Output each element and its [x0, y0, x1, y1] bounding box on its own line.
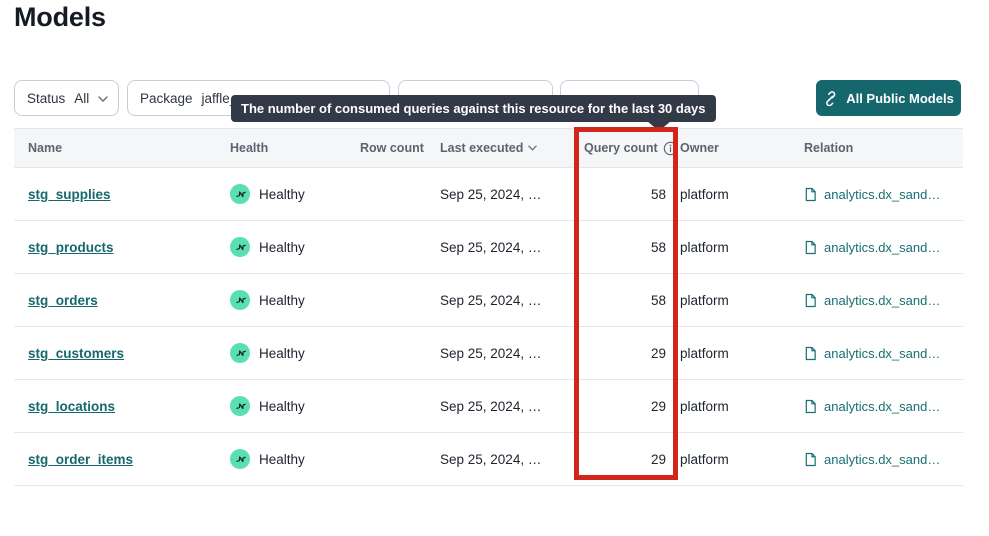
column-header-health: Health [230, 141, 269, 155]
relation-link[interactable]: analytics.dx_sand… [824, 345, 941, 361]
info-icon[interactable] [663, 141, 678, 156]
column-header-relation: Relation [804, 141, 854, 155]
table-row: stg_products Healthy Sep 25, 2024, … 58 … [14, 221, 963, 274]
document-icon [805, 240, 816, 254]
last-executed-value: Sep 25, 2024, … [440, 398, 542, 414]
health-status-label: Healthy [259, 451, 305, 467]
last-executed-value: Sep 25, 2024, … [440, 451, 542, 467]
relation-link[interactable]: analytics.dx_sand… [824, 239, 941, 255]
table-row: stg_order_items Healthy Sep 25, 2024, … … [14, 433, 963, 486]
model-link[interactable]: stg_orders [28, 292, 98, 308]
status-filter-label: Status [27, 90, 66, 106]
health-status-label: Healthy [259, 186, 305, 202]
owner-value: platform [680, 398, 729, 414]
last-executed-value: Sep 25, 2024, … [440, 292, 542, 308]
document-icon [805, 399, 816, 413]
health-pulse-icon [230, 290, 250, 310]
models-table: Name Health Row count Last executed Quer… [14, 128, 963, 486]
status-filter-dropdown[interactable]: Status All [14, 80, 119, 116]
health-pulse-icon [230, 449, 250, 469]
table-row: stg_orders Healthy Sep 25, 2024, … 58 pl… [14, 274, 963, 327]
column-header-row-count: Row count [360, 141, 424, 155]
page-title: Models [14, 2, 106, 32]
column-header-name: Name [28, 141, 63, 155]
health-status-label: Healthy [259, 345, 305, 361]
link-icon [826, 90, 836, 106]
owner-value: platform [680, 345, 729, 361]
relation-link[interactable]: analytics.dx_sand… [824, 292, 941, 308]
relation-link[interactable]: analytics.dx_sand… [824, 186, 941, 202]
document-icon [805, 293, 816, 307]
tooltip-arrow [647, 121, 671, 131]
owner-value: platform [680, 292, 729, 308]
owner-value: platform [680, 451, 729, 467]
document-icon [805, 346, 816, 360]
document-icon [805, 187, 816, 201]
health-pulse-icon [230, 343, 250, 363]
relation-link[interactable]: analytics.dx_sand… [824, 398, 941, 414]
query-count-tooltip: The number of consumed queries against t… [231, 95, 716, 122]
column-header-last-executed[interactable]: Last executed [440, 141, 584, 155]
health-pulse-icon [230, 184, 250, 204]
model-link[interactable]: stg_supplies [28, 186, 111, 202]
model-link[interactable]: stg_order_items [28, 451, 134, 467]
owner-value: platform [680, 186, 729, 202]
query-count-value: 58 [650, 186, 666, 202]
column-header-owner: Owner [680, 141, 719, 155]
query-count-value: 29 [650, 345, 666, 361]
model-link[interactable]: stg_products [28, 239, 114, 255]
all-public-models-label: All Public Models [846, 90, 954, 106]
package-filter-label: Package [140, 90, 193, 106]
document-icon [805, 452, 816, 466]
health-pulse-icon [230, 396, 250, 416]
health-status-label: Healthy [259, 292, 305, 308]
model-link[interactable]: stg_customers [28, 345, 125, 361]
last-executed-value: Sep 25, 2024, … [440, 186, 542, 202]
health-pulse-icon [230, 237, 250, 257]
query-count-value: 29 [650, 398, 666, 414]
table-header-row: Name Health Row count Last executed Quer… [14, 129, 963, 168]
table-row: stg_supplies Healthy Sep 25, 2024, … 58 … [14, 168, 963, 221]
query-count-value: 58 [650, 292, 666, 308]
chevron-down-icon [98, 96, 109, 102]
package-filter-value: jaffle_ [201, 90, 238, 106]
query-count-value: 29 [650, 451, 666, 467]
sort-chevron-down-icon [528, 145, 538, 151]
last-executed-value: Sep 25, 2024, … [440, 345, 542, 361]
owner-value: platform [680, 239, 729, 255]
all-public-models-button[interactable]: All Public Models [816, 80, 961, 116]
column-header-query-count: Query count [584, 141, 680, 156]
last-executed-value: Sep 25, 2024, … [440, 239, 542, 255]
status-filter-value: All [74, 90, 90, 106]
table-row: stg_customers Healthy Sep 25, 2024, … 29… [14, 327, 963, 380]
relation-link[interactable]: analytics.dx_sand… [824, 451, 941, 467]
model-link[interactable]: stg_locations [28, 398, 116, 414]
table-row: stg_locations Healthy Sep 25, 2024, … 29… [14, 380, 963, 433]
health-status-label: Healthy [259, 398, 305, 414]
query-count-value: 58 [650, 239, 666, 255]
health-status-label: Healthy [259, 239, 305, 255]
